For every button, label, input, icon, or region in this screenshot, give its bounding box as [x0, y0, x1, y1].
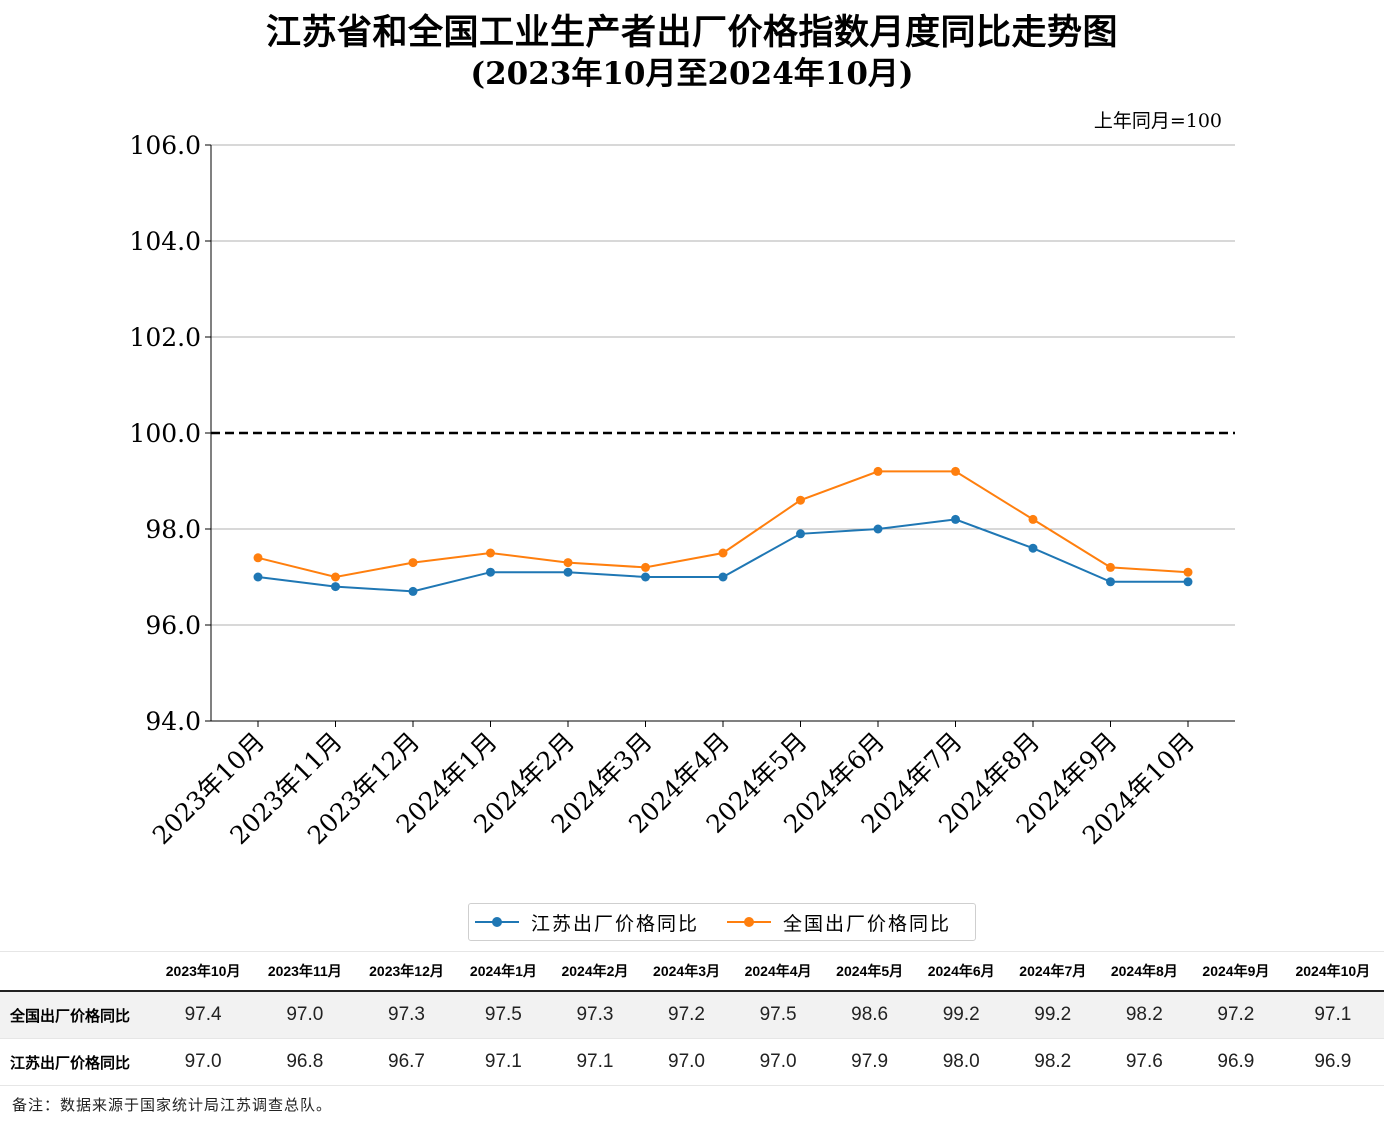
table-header-cell: 2024年3月 — [653, 963, 720, 979]
table-cell: 98.2 — [1125, 1004, 1163, 1025]
table-cell: 97.4 — [184, 1004, 222, 1025]
data-point — [796, 529, 805, 539]
data-point — [641, 562, 650, 572]
data-point — [563, 558, 573, 568]
chart-legend: 江苏出厂价格同比 全国出厂价格同比 — [468, 903, 976, 941]
chart-subtitle: (2023年10月至2024年10月) — [470, 56, 914, 92]
legend-item-jiangsu: 江苏出厂价格同比 — [475, 909, 699, 936]
legend-label-national: 全国出厂价格同比 — [783, 912, 952, 935]
table-cell: 96.9 — [1314, 1051, 1352, 1072]
data-point — [951, 466, 960, 476]
y-tick-label: 102.0 — [129, 323, 201, 352]
data-point — [408, 586, 418, 596]
table-header-cell: 2024年1月 — [469, 963, 537, 979]
y-tick-label: 98.0 — [145, 515, 201, 544]
table-row: 全国出厂价格同比 97.4 97.0 97.3 97.5 97.3 97.2 9… — [0, 991, 1384, 1039]
data-point — [718, 548, 728, 558]
table-header-cell: 2023年12月 — [369, 963, 444, 979]
table-cell: 97.0 — [759, 1051, 797, 1072]
data-point — [641, 572, 650, 582]
table-cell: 97.0 — [184, 1051, 222, 1072]
table-cell: 97.3 — [576, 1004, 614, 1025]
table-header-cell: 2024年9月 — [1202, 963, 1270, 979]
legend-label-jiangsu: 江苏出厂价格同比 — [531, 912, 700, 935]
table-header-cell: 2024年8月 — [1110, 963, 1178, 979]
table-cell: 97.3 — [388, 1004, 425, 1025]
legend-swatch-national — [727, 915, 772, 929]
legend-item-national: 全国出厂价格同比 — [727, 909, 951, 936]
table-row-label: 全国出厂价格同比 — [10, 1007, 131, 1025]
data-point — [563, 567, 573, 577]
data-point — [1183, 577, 1193, 587]
table-cell: 97.9 — [851, 1051, 889, 1072]
y-tick-label: 104.0 — [129, 227, 201, 256]
data-point — [951, 514, 960, 524]
table-cell: 97.5 — [484, 1004, 522, 1025]
table-cell: 97.5 — [759, 1004, 797, 1025]
data-point — [873, 466, 883, 476]
table-cell: 97.2 — [668, 1004, 705, 1025]
data-point — [1183, 567, 1193, 577]
data-point — [253, 553, 263, 563]
table-row-label: 江苏出厂价格同比 — [10, 1054, 131, 1072]
table-cell: 97.6 — [1125, 1051, 1163, 1072]
table-cell: 99.2 — [1034, 1004, 1072, 1025]
data-point — [253, 572, 263, 582]
table-row: 江苏出厂价格同比 97.0 96.8 96.7 97.1 97.1 97.0 9… — [0, 1039, 1384, 1086]
chart-title: 江苏省和全国工业生产者出厂价格指数月度同比走势图 — [265, 12, 1118, 53]
table-header-row: 2023年10月 2023年11月 2023年12月 2024年1月 2024年… — [0, 951, 1384, 992]
table-header-cell: 2023年10月 — [165, 963, 241, 979]
unit-note: 上年同月=100 — [1093, 110, 1222, 132]
table-cell: 96.9 — [1217, 1051, 1255, 1072]
y-tick-label: 96.0 — [145, 611, 201, 640]
data-point — [796, 495, 805, 505]
table-cell: 96.7 — [388, 1051, 425, 1072]
data-point — [486, 567, 495, 577]
data-point — [408, 558, 418, 568]
table-header-cell: 2024年2月 — [561, 963, 629, 979]
data-point — [1028, 543, 1038, 553]
table-cell: 98.2 — [1034, 1051, 1072, 1072]
data-point — [718, 572, 728, 582]
source-note: 备注：数据来源于国家统计局江苏调查总队。 — [12, 1096, 333, 1114]
legend-swatch-jiangsu — [475, 915, 519, 929]
table-cell: 96.8 — [286, 1051, 324, 1072]
line-chart: 94.096.098.0100.0102.0104.0106.02023年10月… — [129, 131, 1235, 850]
data-point — [873, 524, 883, 534]
series-line-1 — [257, 470, 1189, 579]
table-cell: 97.1 — [1314, 1004, 1352, 1025]
data-point — [1028, 514, 1038, 524]
data-point — [331, 572, 340, 582]
table-header-cell: 2024年4月 — [744, 963, 812, 979]
table-header-cell: 2023年11月 — [267, 963, 342, 979]
y-tick-label: 106.0 — [129, 131, 201, 160]
table-header-cell: 2024年10月 — [1295, 963, 1371, 979]
data-point — [1106, 562, 1115, 572]
data-point — [1106, 577, 1115, 587]
table-header-cell: 2024年7月 — [1019, 963, 1087, 979]
y-tick-label: 94.0 — [145, 707, 201, 736]
table-cell: 97.0 — [286, 1004, 324, 1025]
data-table: 2023年10月 2023年11月 2023年12月 2024年1月 2024年… — [0, 951, 1384, 1086]
table-cell: 98.6 — [851, 1004, 889, 1025]
data-point — [486, 548, 495, 558]
table-cell: 97.0 — [668, 1051, 705, 1072]
table-cell: 97.1 — [576, 1051, 614, 1072]
table-cell: 97.1 — [484, 1051, 522, 1072]
table-cell: 99.2 — [942, 1004, 980, 1025]
data-point — [331, 582, 340, 592]
table-cell: 98.0 — [942, 1051, 980, 1072]
table-header-cell: 2024年5月 — [836, 963, 904, 979]
table-cell: 97.2 — [1217, 1004, 1255, 1025]
table-header-cell: 2024年6月 — [927, 963, 995, 979]
y-tick-label: 100.0 — [129, 419, 201, 448]
table-corner-cell — [0, 952, 152, 992]
